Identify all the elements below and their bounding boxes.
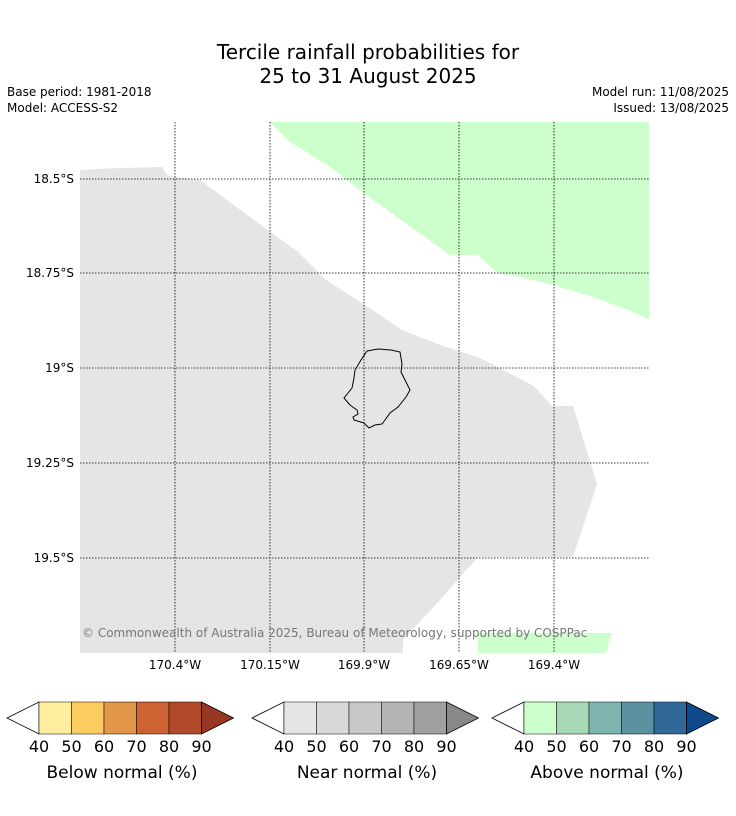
below-colorbar-tick-label: 70 <box>126 737 146 756</box>
near-colorbar-tick-label: 70 <box>371 737 391 756</box>
below-colorbar-segment <box>38 701 72 735</box>
below-colorbar-tick-label: 40 <box>29 737 49 756</box>
copyright-notice: © Commonwealth of Australia 2025, Bureau… <box>82 626 587 640</box>
above-colorbar-segment <box>588 701 622 735</box>
lon-label-169-4: 169.4°W <box>528 658 580 672</box>
near-colorbar-tick-label: 60 <box>339 737 359 756</box>
map-title-line-1: Tercile rainfall probabilities for <box>216 40 520 64</box>
longitude-gridlines <box>174 122 555 653</box>
below-normal-label: Below normal (%) <box>47 763 198 783</box>
lat-label-19: 19°S <box>45 361 74 375</box>
above-colorbar-segment <box>523 701 557 735</box>
above-colorbar-segment <box>653 701 687 735</box>
above-normal-colorbar: 40 50 60 70 80 90 <box>491 701 720 756</box>
lat-label-19-25: 19.25°S <box>26 456 74 470</box>
near-normal-shading <box>80 167 597 653</box>
above-colorbar-tick-label: 70 <box>611 737 631 756</box>
lon-label-169-9: 169.9°W <box>338 658 390 672</box>
issued-label: Issued: 13/08/2025 <box>613 101 729 115</box>
above-colorbar-segment <box>556 701 590 735</box>
below-colorbar-segment <box>103 701 137 735</box>
below-colorbar-tick-label: 60 <box>94 737 114 756</box>
near-colorbar-min-extension <box>251 701 285 735</box>
above-colorbar-tick-label: 50 <box>546 737 566 756</box>
map-area <box>80 122 649 653</box>
above-colorbar-tick-label: 40 <box>514 737 534 756</box>
near-colorbar-tick-label: 40 <box>274 737 294 756</box>
below-normal-colorbar: 40 50 60 70 80 90 <box>6 701 235 756</box>
above-colorbar-min-extension <box>491 701 525 735</box>
near-colorbar-max-extension <box>446 701 480 735</box>
near-colorbar-segment <box>348 701 382 735</box>
above-colorbar-tick-label: 80 <box>644 737 664 756</box>
model-label: Model: ACCESS-S2 <box>7 101 119 115</box>
below-colorbar-segment <box>168 701 202 735</box>
below-colorbar-tick-label: 50 <box>61 737 81 756</box>
rainfall-map: 18.5°S 18.75°S 19°S 19.25°S 19.5°S 170.4… <box>26 122 649 672</box>
below-colorbar-tick-label: 90 <box>191 737 211 756</box>
below-colorbar-min-extension <box>6 701 40 735</box>
near-normal-label: Near normal (%) <box>297 763 437 783</box>
near-colorbar-tick-label: 50 <box>306 737 326 756</box>
below-colorbar-segment <box>71 701 105 735</box>
near-colorbar-tick-label: 80 <box>404 737 424 756</box>
near-colorbar-segment <box>413 701 447 735</box>
near-normal-colorbar: 40 50 60 70 80 90 <box>251 701 480 756</box>
below-colorbar-segment <box>136 701 170 735</box>
above-colorbar-tick-label: 60 <box>579 737 599 756</box>
lon-label-170-15: 170.15°W <box>240 658 300 672</box>
above-normal-shading-south <box>478 633 612 653</box>
near-colorbar-segment <box>316 701 350 735</box>
base-period-label: Base period: 1981-2018 <box>7 85 152 99</box>
near-colorbar-segment <box>381 701 415 735</box>
above-colorbar-segment <box>621 701 655 735</box>
lon-label-169-65: 169.65°W <box>429 658 489 672</box>
near-colorbar-segment <box>283 701 317 735</box>
lon-label-170-4: 170.4°W <box>149 658 201 672</box>
above-colorbar-tick-label: 90 <box>676 737 696 756</box>
lat-label-18-75: 18.75°S <box>26 266 74 280</box>
above-normal-label: Above normal (%) <box>530 763 683 783</box>
model-run-label: Model run: 11/08/2025 <box>591 85 729 99</box>
lat-label-19-5: 19.5°S <box>34 551 74 565</box>
below-colorbar-tick-label: 80 <box>159 737 179 756</box>
map-title-line-2: 25 to 31 August 2025 <box>259 64 477 88</box>
probability-legend: 40 50 60 70 80 90 40 50 60 70 80 90 40 50 60 70 80 90 B… <box>6 701 720 783</box>
below-colorbar-max-extension <box>201 701 235 735</box>
above-colorbar-max-extension <box>686 701 720 735</box>
near-colorbar-tick-label: 90 <box>436 737 456 756</box>
lat-label-18-5: 18.5°S <box>34 172 74 186</box>
